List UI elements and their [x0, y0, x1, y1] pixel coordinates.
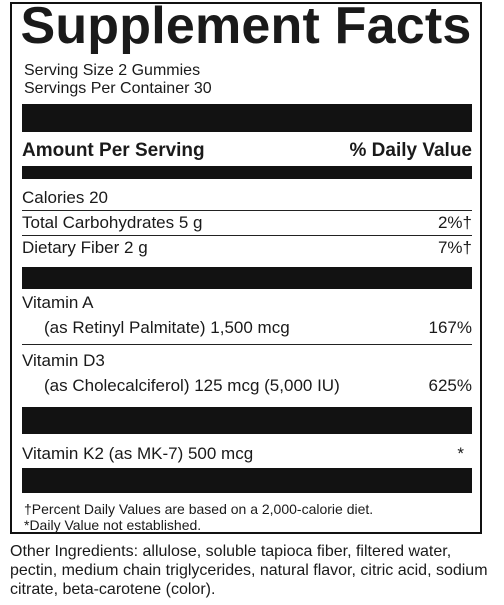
rule: [22, 210, 472, 211]
nutrient-value: 167%: [428, 318, 472, 337]
servings-per-container: Servings Per Container 30: [24, 80, 212, 97]
rule: [22, 344, 472, 345]
supplement-facts-panel: Supplement Facts Serving Size 2 Gummies …: [10, 0, 482, 534]
panel-title: Supplement Facts: [20, 0, 472, 55]
nutrient-name: Total Carbohydrates 5 g: [22, 213, 203, 232]
nutrient-value: 625%: [428, 376, 472, 395]
thick-divider-2: [22, 407, 472, 434]
nutrient-name: Dietary Fiber 2 g: [22, 238, 148, 257]
footnote-percent-dv: †Percent Daily Values are based on a 2,0…: [24, 501, 374, 517]
nutrient-detail: (as Cholecalciferol) 125 mcg (5,000 IU): [44, 376, 340, 395]
serving-size: Serving Size 2 Gummies: [24, 62, 201, 79]
nutrient-name: Calories 20: [22, 188, 108, 207]
other-ingredients: Other Ingredients: allulose, soluble tap…: [10, 543, 488, 598]
divider-after-header: [22, 166, 472, 179]
nutrient-value: 7%†: [437, 238, 472, 257]
nutrient-name: Vitamin D3: [22, 351, 105, 370]
thick-divider-3: [22, 468, 472, 493]
daily-value-header: % Daily Value: [349, 140, 472, 161]
thick-divider-1: [22, 267, 472, 289]
thick-divider-top: [22, 104, 472, 132]
amount-per-serving-header: Amount Per Serving: [22, 140, 205, 161]
nutrient-detail: (as Retinyl Palmitate) 1,500 mcg: [44, 318, 290, 337]
nutrient-value: *: [457, 444, 464, 463]
nutrient-value: 2%†: [437, 213, 472, 232]
nutrient-name: Vitamin K2 (as MK-7) 500 mcg: [22, 444, 254, 463]
footnote-dv-not-established: *Daily Value not established.: [24, 517, 202, 533]
nutrient-name: Vitamin A: [22, 293, 94, 312]
rule: [22, 235, 472, 236]
